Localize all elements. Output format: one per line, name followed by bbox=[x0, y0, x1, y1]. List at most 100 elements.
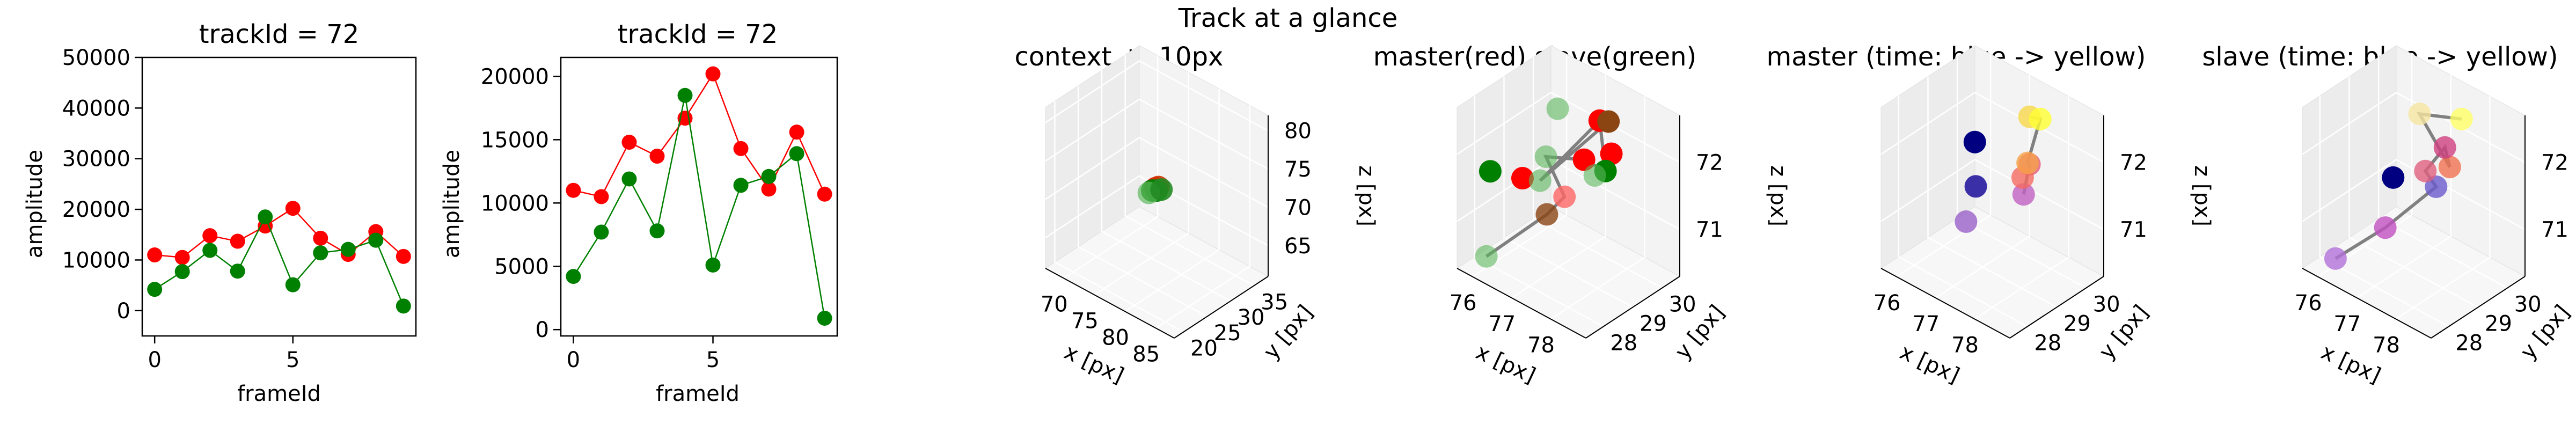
y-gridline bbox=[2319, 96, 2449, 327]
scatter-point bbox=[1583, 164, 1606, 187]
scatter-point bbox=[1964, 175, 1987, 198]
ytick-label: 40000 bbox=[62, 96, 130, 121]
y-gridline bbox=[1474, 96, 1604, 327]
x-tick-label: 75 bbox=[1071, 309, 1099, 334]
ytick-label: 20000 bbox=[481, 64, 549, 89]
master-point bbox=[230, 233, 245, 249]
master-series-line bbox=[573, 72, 825, 197]
slave-point bbox=[230, 263, 245, 279]
z-tick-label: 70 bbox=[1284, 195, 1312, 220]
slave-point bbox=[677, 87, 693, 103]
ytick-label: 0 bbox=[117, 299, 130, 324]
master-point bbox=[285, 201, 301, 216]
x-tick-label: 78 bbox=[2373, 333, 2400, 358]
scatter-point bbox=[1600, 142, 1623, 165]
scatter-point bbox=[2029, 107, 2052, 130]
y-gridline bbox=[2377, 57, 2508, 289]
scatter-point bbox=[1546, 97, 1569, 120]
z-gridline bbox=[1045, 60, 1269, 131]
scatter-point bbox=[2425, 175, 2448, 199]
z-gridline bbox=[1045, 175, 1269, 246]
slave-series-line bbox=[573, 95, 825, 319]
scatter-point bbox=[1963, 130, 1986, 153]
xtick-label: 5 bbox=[286, 348, 299, 372]
plot-frame bbox=[141, 56, 417, 337]
scatter-point bbox=[2433, 136, 2456, 159]
master-point bbox=[817, 186, 832, 202]
slave-point bbox=[566, 269, 581, 284]
y-tick-label: 28 bbox=[2455, 331, 2483, 355]
scatter-point bbox=[1479, 160, 1502, 183]
scatter-point bbox=[1528, 169, 1552, 192]
xtick-label: 5 bbox=[706, 348, 720, 372]
y-tick-label: 25 bbox=[1214, 321, 1241, 346]
x-axis-line bbox=[1045, 268, 1175, 339]
x-tick-label: 77 bbox=[1488, 312, 1516, 336]
y-axis-line bbox=[1585, 276, 1680, 339]
y-tick-label: 30 bbox=[2093, 292, 2120, 317]
slave-point bbox=[313, 245, 328, 261]
y-gridline bbox=[1898, 96, 2028, 327]
slave-point bbox=[733, 178, 749, 193]
z-tick-label: 71 bbox=[2541, 218, 2568, 243]
slave-point bbox=[594, 224, 609, 240]
x-tick-label: 70 bbox=[1041, 292, 1068, 317]
z-gridline bbox=[2302, 159, 2526, 230]
slave-point bbox=[258, 209, 273, 225]
slave-point bbox=[705, 257, 721, 273]
slave-point bbox=[174, 264, 190, 280]
master-point bbox=[174, 250, 190, 265]
x-tick-label: 85 bbox=[1132, 342, 1160, 367]
scatter-point bbox=[1597, 110, 1620, 133]
slave-series-line bbox=[154, 215, 404, 306]
x-gridline bbox=[1974, 96, 2069, 320]
y-tick-label: 29 bbox=[1640, 312, 1667, 336]
x-gridline bbox=[2395, 96, 2491, 320]
z-tick-label: 71 bbox=[1696, 218, 1723, 243]
slave-point bbox=[396, 298, 411, 314]
scatter-point bbox=[2012, 183, 2035, 206]
master-series-line bbox=[155, 207, 404, 259]
y-gridline bbox=[2348, 76, 2479, 308]
ytick-label: 30000 bbox=[62, 147, 130, 172]
scatter-point bbox=[2374, 216, 2397, 239]
z-tick-label: 72 bbox=[1696, 151, 1723, 175]
master-point bbox=[649, 149, 665, 164]
x-gridline bbox=[1550, 96, 1645, 320]
scatter-point bbox=[2408, 102, 2431, 126]
x-axis-line bbox=[1457, 268, 1586, 339]
scatter-point bbox=[1475, 245, 1498, 268]
scatter-point bbox=[2016, 151, 2039, 174]
y-tick-label: 28 bbox=[2034, 331, 2061, 355]
slave-point bbox=[649, 223, 665, 239]
master-point bbox=[733, 141, 749, 156]
scatter-point bbox=[1553, 185, 1576, 208]
figure-suptitle: Track at a glance bbox=[1178, 3, 1398, 33]
ytick-label: 0 bbox=[536, 318, 549, 342]
master-point bbox=[147, 247, 163, 263]
slave-point bbox=[202, 243, 218, 258]
y-axis-line bbox=[2009, 276, 2104, 339]
slave-point bbox=[761, 169, 777, 184]
slave-point bbox=[817, 310, 832, 326]
scatter-point bbox=[1534, 145, 1557, 168]
z-axis-label: z [px] bbox=[1354, 165, 1379, 226]
ytick-label: 20000 bbox=[62, 197, 130, 222]
scatter-point bbox=[1511, 167, 1534, 190]
z-tick-label: 65 bbox=[1284, 234, 1312, 259]
z-gridline bbox=[1045, 136, 1269, 208]
z-axis-label: z [px] bbox=[1766, 165, 1790, 226]
plot-frame bbox=[560, 56, 838, 337]
ytick-label: 10000 bbox=[481, 191, 549, 216]
amplitude-chart-2: trackId = 72 frameId amplitude 0 5000 1000… bbox=[440, 19, 838, 406]
master-point bbox=[396, 248, 411, 264]
ytick-label: 15000 bbox=[481, 128, 549, 152]
z-tick-label: 72 bbox=[2120, 151, 2147, 175]
scatter-point bbox=[2324, 247, 2347, 270]
y-tick-label: 29 bbox=[2485, 312, 2512, 336]
scatter-point bbox=[1535, 203, 1558, 226]
y-axis-line bbox=[1174, 276, 1269, 339]
master-point bbox=[761, 181, 777, 197]
